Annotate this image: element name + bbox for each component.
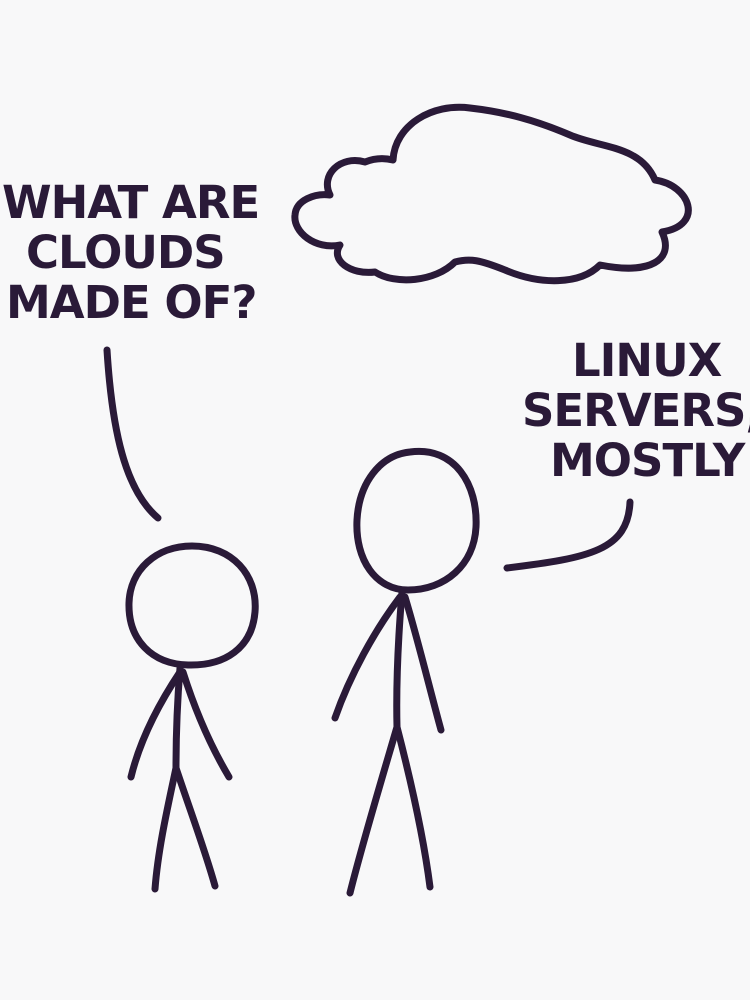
short-figure-head [125,542,259,669]
stick-figure-short [125,542,259,893]
speech-left-line-3: MADE OF? [6,276,256,329]
cloud-icon [291,103,692,285]
tall-figure-right-arm [401,593,445,734]
speech-left-line-2: CLOUDS [26,226,225,279]
short-figure-right-leg [172,764,219,890]
speech-left-pointer [103,346,162,522]
speech-right-pointer [503,498,634,572]
speech-right-line-3: MOSTLY [550,434,747,487]
tall-figure-body [393,588,406,731]
speech-right-line-2: SERVERS, [522,384,750,437]
tall-figure-head [353,447,480,594]
short-figure-left-arm [127,668,184,781]
tall-figure-left-arm [331,593,404,722]
short-figure-right-arm [179,668,233,781]
speech-left-line-1: WHAT ARE [2,176,259,229]
short-figure-left-leg [151,764,180,893]
speech-right: LINUX SERVERS, MOSTLY [522,334,750,487]
stick-figure-tall [331,447,480,897]
tall-figure-right-leg [393,723,434,891]
speech-left: WHAT ARE CLOUDS MADE OF? [2,176,274,329]
speech-right-line-1: LINUX [572,334,722,387]
tall-figure-left-leg [346,723,401,897]
